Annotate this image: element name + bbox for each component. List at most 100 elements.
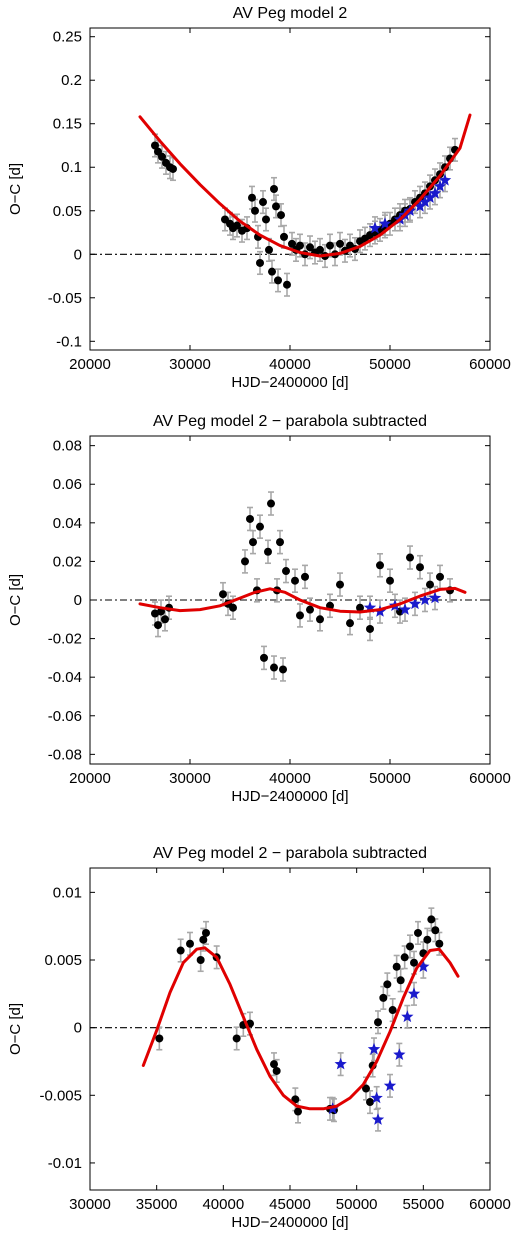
star-point	[428, 186, 442, 199]
data-point	[169, 164, 177, 173]
y-axis-label: O−C [d]	[7, 1003, 24, 1055]
star-point	[371, 1113, 385, 1125]
data-point	[435, 939, 444, 948]
y-tick-label: 0	[74, 592, 82, 609]
data-point	[294, 1107, 302, 1116]
data-point	[346, 619, 354, 628]
y-tick-label: 0.2	[61, 72, 82, 89]
data-point	[306, 605, 314, 614]
star-point	[398, 603, 412, 615]
star-point	[367, 1042, 381, 1055]
data-point	[270, 185, 278, 193]
x-tick-label: 60000	[469, 1196, 511, 1213]
x-tick-label: 20000	[69, 356, 111, 373]
y-tick-label: 0.01	[53, 884, 82, 901]
chart-title: AV Peg model 2 − parabola subtracted	[153, 845, 427, 862]
star-point	[428, 591, 442, 604]
data-point	[151, 141, 159, 150]
data-point	[279, 665, 287, 674]
star-point	[393, 1048, 406, 1060]
chart-panel-2: AV Peg model 2 − parabola subtracted 2000…	[0, 408, 520, 813]
star-point	[417, 960, 430, 972]
chart-title: AV Peg model 2	[233, 5, 348, 22]
data-point	[262, 215, 270, 224]
data-point	[267, 499, 275, 508]
data-point	[336, 239, 344, 248]
star-point	[418, 195, 432, 208]
x-tick-label: 40000	[269, 770, 311, 787]
y-tick-label: -0.08	[48, 746, 82, 763]
x-tick-label: 40000	[269, 356, 311, 373]
data-point	[362, 1084, 370, 1093]
data-point	[249, 538, 257, 547]
chart-panel-3: AV Peg model 2 − parabola subtracted 3000…	[0, 816, 520, 1233]
data-point	[379, 993, 388, 1002]
star-point	[413, 199, 427, 212]
chart-3: AV Peg model 2 − parabola subtracted 3000…	[7, 845, 511, 1231]
data-point	[426, 580, 434, 589]
data-point	[423, 935, 432, 944]
data-point	[406, 942, 414, 951]
x-tick-label: 45000	[269, 1196, 311, 1213]
star-point	[368, 221, 382, 234]
star-point	[401, 1010, 414, 1023]
data-point	[376, 561, 384, 570]
x-tick-label: 55000	[402, 1196, 444, 1213]
y-tick-label: -0.04	[48, 669, 82, 686]
y-tick-label: 0.08	[53, 438, 82, 455]
data-point	[246, 514, 254, 523]
data-point	[276, 538, 284, 547]
chart-title: AV Peg model 2 − parabola subtracted	[153, 413, 427, 430]
data-point	[436, 572, 444, 581]
data-point	[256, 258, 264, 267]
data-point	[396, 976, 405, 985]
data-point	[219, 590, 227, 599]
data-point	[155, 1034, 164, 1043]
data-point	[259, 198, 267, 207]
y-tick-label: 0	[74, 1020, 82, 1037]
chart-panel-1: AV Peg model 2 20000 30000 40000 50000 60000 -…	[0, 0, 520, 405]
star-point	[418, 593, 432, 606]
y-tick-label: -0.05	[48, 290, 82, 307]
data-point	[291, 1095, 300, 1104]
data-point	[232, 1034, 241, 1043]
x-tick-label: 50000	[336, 1196, 378, 1213]
data-point	[336, 580, 344, 589]
data-point	[268, 267, 276, 276]
y-tick-label: -0.01	[48, 1155, 82, 1172]
star-point	[383, 1079, 397, 1092]
data-point	[416, 563, 424, 572]
x-axis-label: HJD−2400000 [d]	[231, 1214, 348, 1231]
data-point	[316, 615, 324, 624]
data-point	[186, 939, 194, 948]
data-point	[431, 926, 440, 935]
data-point	[176, 946, 185, 955]
data-point	[427, 915, 436, 924]
y-tick-label: 0.05	[53, 203, 82, 220]
data-point	[296, 241, 304, 250]
y-tick-label: -0.02	[48, 631, 82, 648]
y-tick-label: 0.02	[53, 553, 82, 570]
data-point	[282, 567, 290, 576]
star-point	[363, 601, 377, 613]
data-point	[383, 980, 392, 989]
x-axis-label: HJD−2400000 [d]	[231, 788, 348, 805]
data-point	[356, 603, 364, 612]
x-tick-label: 35000	[136, 1196, 178, 1213]
plot-area	[90, 113, 490, 297]
data-point	[291, 576, 299, 585]
data-point	[406, 553, 414, 562]
data-point	[274, 276, 282, 285]
data-point	[233, 221, 241, 230]
y-tick-label: -0.1	[56, 333, 82, 350]
fit-curve	[138, 113, 472, 258]
data-point	[151, 609, 159, 618]
data-point	[296, 611, 304, 620]
data-point	[199, 935, 208, 944]
plot-area	[90, 907, 490, 1132]
data-point	[241, 557, 249, 566]
star-point	[407, 987, 421, 1000]
x-tick-label: 30000	[169, 356, 211, 373]
chart-2: AV Peg model 2 − parabola subtracted 2000…	[7, 413, 511, 805]
star-point	[438, 173, 452, 186]
